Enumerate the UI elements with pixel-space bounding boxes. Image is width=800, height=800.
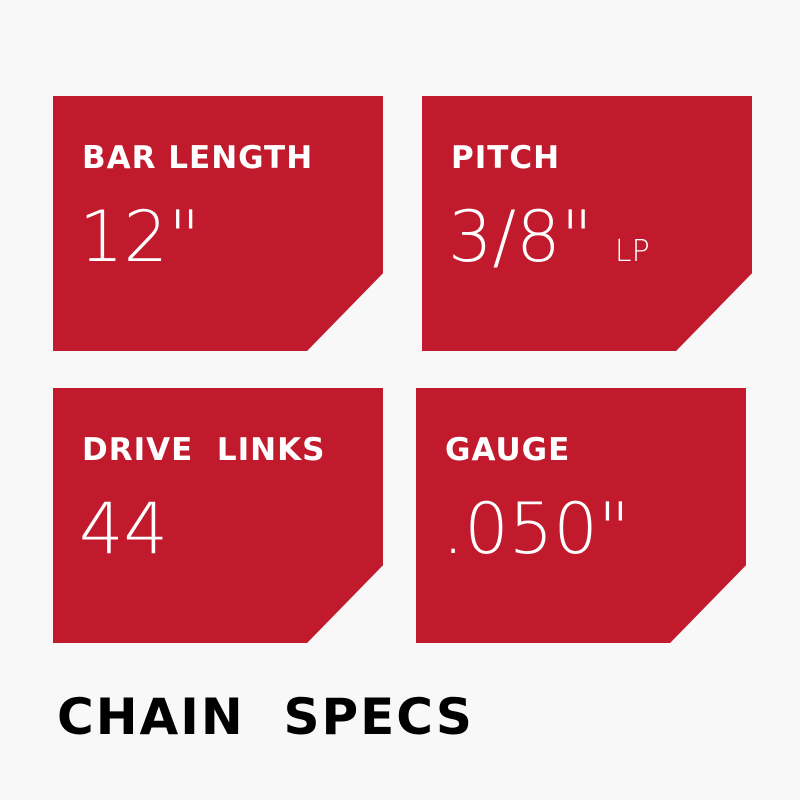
card-value: 12": [79, 196, 200, 278]
card-label: DRIVE LINKS: [82, 432, 326, 468]
card-value: 3/8" LP: [448, 196, 650, 278]
card-label: BAR LENGTH: [82, 140, 314, 176]
value-text: .050": [442, 488, 631, 570]
card-value: 44: [79, 488, 168, 570]
pitch-card: PITCH 3/8" LP: [422, 96, 752, 351]
gauge-card: GAUGE .050": [416, 388, 746, 643]
value-text: 44: [79, 488, 169, 570]
value-text: 3/8": [448, 196, 593, 278]
drive-links-card: DRIVE LINKS 44: [53, 388, 383, 643]
value-text: 12": [79, 196, 201, 278]
card-value: .050": [442, 488, 630, 570]
card-label: PITCH: [451, 140, 561, 176]
card-label: GAUGE: [445, 432, 571, 468]
page-title: CHAIN SPECS: [57, 688, 474, 746]
bar-length-card: BAR LENGTH 12": [53, 96, 383, 351]
value-unit: LP: [614, 234, 650, 269]
